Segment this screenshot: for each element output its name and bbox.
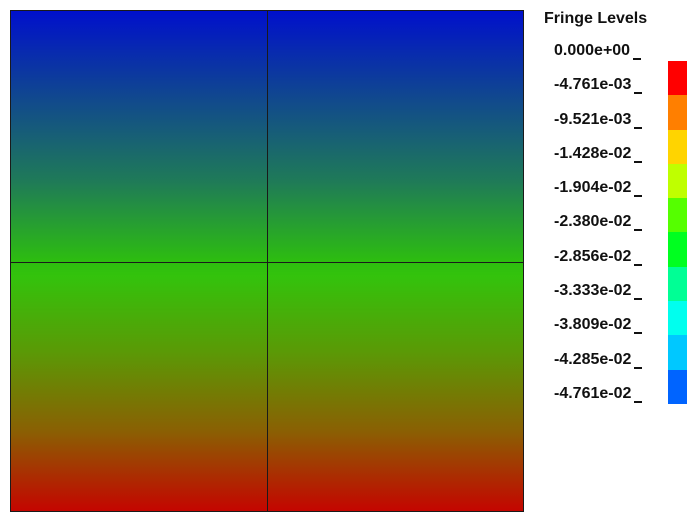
legend-tick [633, 58, 642, 60]
fringe-contour-viewport[interactable] [10, 10, 524, 512]
legend-tick [634, 332, 643, 335]
legend-level: -1.904e-02 [554, 179, 643, 213]
colorbar-swatch [668, 129, 687, 164]
legend-level: -2.856e-02 [554, 248, 643, 282]
legend-tick [634, 229, 643, 232]
legend-tick [634, 400, 643, 403]
legend-level: -1.428e-02 [554, 145, 643, 179]
colorbar-swatch [668, 266, 687, 302]
colorbar-swatch [668, 61, 687, 96]
mesh-element-edge-horizontal [11, 262, 523, 263]
legend-level: 0.000e+00 [554, 42, 642, 76]
legend-tick [634, 263, 643, 266]
legend-level: -9.521e-03 [554, 111, 643, 145]
colorbar-swatch [668, 335, 687, 370]
legend-tick [634, 92, 643, 95]
legend-level-list: 0.000e+00 -4.761e-03 -9.521e-03 -1.428e-… [554, 42, 643, 419]
legend-tick [634, 366, 643, 369]
colorbar-swatch [668, 198, 687, 233]
colorbar-swatch [668, 95, 687, 130]
mesh-element-edge-vertical [267, 11, 268, 511]
colorbar-swatch [668, 301, 687, 336]
legend-tick [634, 126, 643, 129]
legend-level: -4.761e-03 [554, 76, 643, 110]
legend-level: -3.809e-02 [554, 316, 643, 350]
legend-level: -2.380e-02 [554, 213, 643, 247]
colorbar-swatch [668, 163, 687, 199]
legend-colorbar [668, 61, 687, 404]
legend-title: Fringe Levels [544, 10, 648, 27]
colorbar-swatch [668, 232, 687, 267]
legend-tick [634, 195, 643, 198]
legend-level: -3.333e-02 [554, 282, 643, 316]
legend-tick [634, 298, 643, 301]
colorbar-swatch [668, 369, 687, 404]
legend-tick [634, 160, 643, 163]
legend-level: -4.285e-02 [554, 351, 643, 385]
legend-level: -4.761e-02 [554, 385, 643, 419]
